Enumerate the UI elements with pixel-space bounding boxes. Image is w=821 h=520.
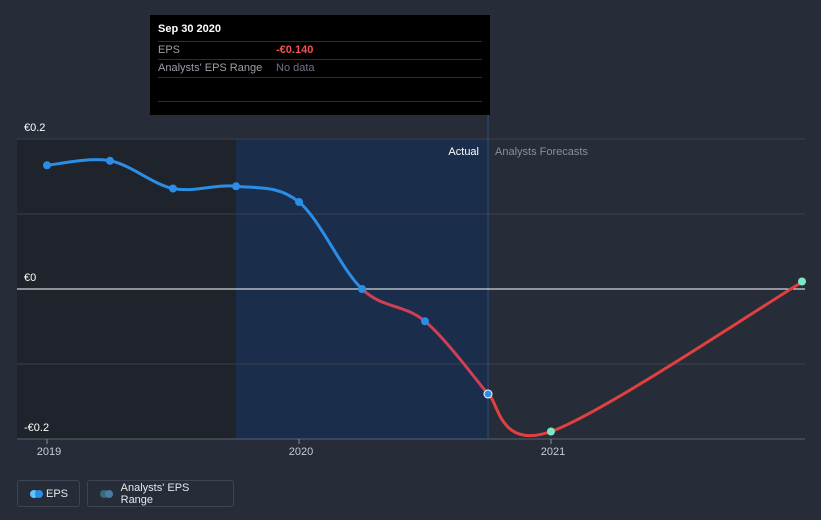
tooltip-row-eps: EPS -€0.140 xyxy=(158,41,482,59)
eps-forecast-line xyxy=(486,280,804,438)
tooltip-row-range: Analysts' EPS Range No data xyxy=(158,59,482,77)
x-tick-label: 2020 xyxy=(289,446,313,458)
eps-point xyxy=(106,156,114,165)
eps-legend-icon xyxy=(30,489,43,498)
legend-range-button[interactable]: Analysts' EPS Range xyxy=(87,480,234,507)
legend-eps-label: EPS xyxy=(45,487,68,500)
forecast-point xyxy=(798,277,806,286)
tooltip: Sep 30 2020 EPS -€0.140 Analysts' EPS Ra… xyxy=(150,15,490,115)
eps-point xyxy=(169,184,177,193)
y-tick-label: €0 xyxy=(24,272,36,284)
eps-point xyxy=(232,182,240,191)
tooltip-range-value: No data xyxy=(276,62,315,74)
y-tick-label: -€0.2 xyxy=(24,422,49,434)
tooltip-eps-label: EPS xyxy=(158,44,181,56)
eps-point xyxy=(43,161,51,170)
eps-point xyxy=(483,389,493,399)
eps-point xyxy=(421,317,429,326)
range-legend-icon xyxy=(100,489,114,498)
legend-range-label: Analysts' EPS Range xyxy=(120,481,190,506)
tooltip-date: Sep 30 2020 xyxy=(158,23,221,35)
forecast-region-label: Analysts Forecasts xyxy=(495,146,588,158)
legend-eps-button[interactable]: EPS xyxy=(17,480,80,507)
tooltip-range-label: Analysts' EPS Range xyxy=(158,62,263,74)
y-tick-label: €0.2 xyxy=(24,122,45,134)
eps-point xyxy=(358,285,366,293)
tooltip-eps-value: -€0.140 xyxy=(276,44,314,56)
eps-point xyxy=(295,198,303,206)
actual-region-label: Actual xyxy=(448,146,479,158)
tooltip-spacer xyxy=(158,77,482,102)
x-tick-label: 2021 xyxy=(541,446,565,458)
forecast-point xyxy=(547,427,555,436)
eps-line-positive xyxy=(46,158,365,289)
x-tick-label: 2019 xyxy=(37,446,61,458)
